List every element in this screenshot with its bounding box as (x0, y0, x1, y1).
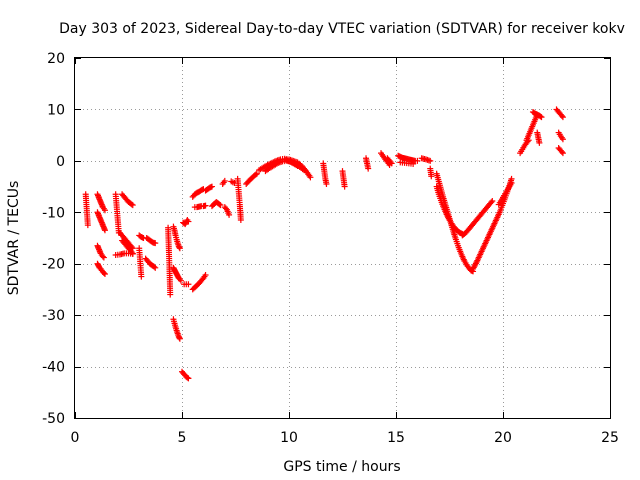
data-point (536, 139, 543, 146)
data-point (177, 277, 184, 284)
data-point (202, 202, 209, 209)
data-point (252, 171, 259, 178)
data-point (428, 173, 435, 180)
data-point (128, 201, 135, 208)
data-point (445, 215, 452, 222)
data-point (101, 207, 108, 214)
data-point (559, 114, 566, 121)
x-tick-label: 15 (387, 430, 405, 446)
data-point (537, 113, 544, 120)
x-tick-label: 25 (601, 430, 619, 446)
data-point (202, 272, 209, 279)
data-point (99, 253, 106, 260)
data-point (208, 183, 215, 190)
x-tick-label: 20 (494, 430, 512, 446)
data-point (414, 157, 421, 164)
x-tick-label: 10 (280, 430, 298, 446)
data-point (488, 199, 495, 206)
x-axis-label: GPS time / hours (283, 459, 400, 475)
data-points (82, 106, 566, 382)
data-point (100, 269, 107, 276)
data-point (538, 114, 545, 121)
data-point (129, 250, 136, 257)
data-point (558, 112, 565, 119)
y-tick-label: 10 (47, 102, 65, 118)
data-point (559, 136, 566, 143)
data-point (300, 167, 307, 174)
data-point (185, 375, 192, 382)
data-point (410, 160, 417, 167)
y-axis-label: SDTVAR / TECUs (6, 181, 22, 296)
data-point (388, 160, 395, 167)
data-point (323, 181, 330, 187)
data-point (152, 240, 159, 247)
y-tick-label: 0 (56, 154, 65, 170)
data-point (138, 273, 145, 280)
data-point (508, 179, 515, 186)
y-tick-label: -10 (42, 205, 65, 221)
y-tick-label: -40 (42, 360, 65, 376)
data-point (152, 264, 159, 271)
data-point (489, 197, 496, 204)
y-tick-label: -50 (42, 411, 65, 427)
y-tick-label: -20 (42, 257, 65, 273)
data-point (101, 227, 108, 234)
grid-lines (75, 58, 610, 418)
data-point (307, 174, 314, 181)
data-point (294, 163, 301, 169)
data-point (101, 271, 108, 277)
x-tick-label: 5 (178, 430, 187, 446)
data-point (221, 177, 228, 184)
axis-ticks: 0 5 10 15 20 25 20 10 0 -10 -20 -30 -40 -50 (42, 51, 619, 446)
chart-title: Day 303 of 2023, Sidereal Day-to-day VTE… (59, 21, 625, 37)
data-point (559, 150, 566, 157)
data-point (427, 157, 434, 164)
data-point (387, 159, 394, 166)
data-point (341, 183, 348, 190)
data-point (253, 170, 260, 177)
data-point (176, 335, 183, 342)
data-point (185, 218, 192, 225)
data-point (226, 211, 233, 218)
plot-frame (74, 57, 611, 419)
y-tick-label: 20 (47, 51, 65, 67)
data-point (558, 148, 565, 155)
y-tick-label: -30 (42, 308, 65, 324)
data-point (129, 202, 136, 209)
data-point (185, 281, 192, 288)
data-point (216, 201, 223, 208)
data-point (217, 202, 224, 209)
data-point (100, 254, 107, 261)
x-tick-label: 0 (71, 430, 80, 446)
data-point (176, 245, 183, 252)
data-point (365, 165, 372, 172)
data-point (167, 291, 174, 298)
data-point (184, 374, 191, 381)
data-point (237, 217, 244, 223)
data-point (84, 222, 91, 229)
data-point (151, 263, 158, 270)
